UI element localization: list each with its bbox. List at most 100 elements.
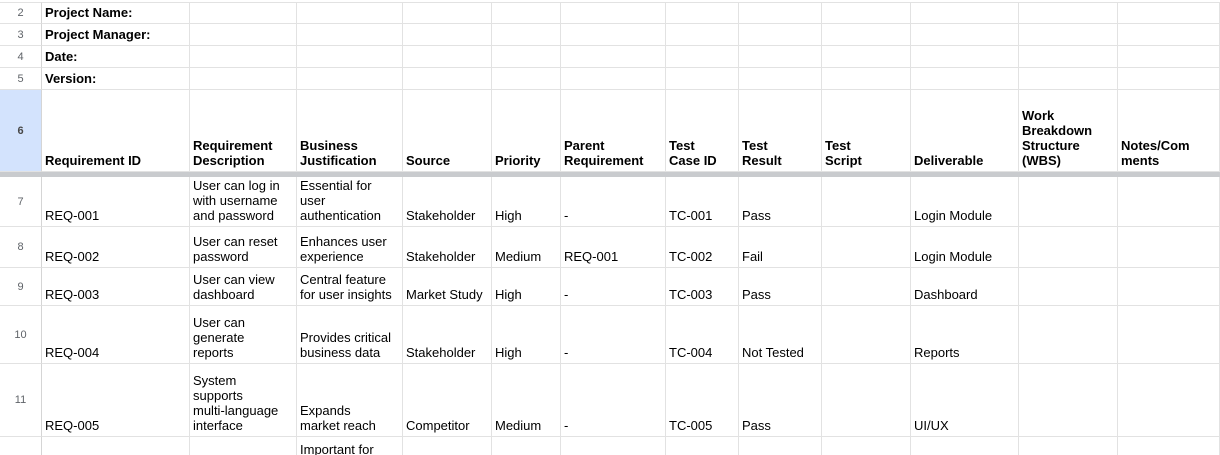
cell-r3-c1[interactable] bbox=[190, 24, 297, 46]
cell-r9-c7[interactable]: Pass bbox=[739, 268, 822, 306]
cell-r5-c1[interactable] bbox=[190, 68, 297, 90]
cell-r6-c8[interactable]: Test Script bbox=[822, 90, 911, 172]
cell-r9-c0[interactable]: REQ-003 bbox=[42, 268, 190, 306]
cell-r5-c7[interactable] bbox=[739, 68, 822, 90]
cell-r2-c1[interactable] bbox=[190, 2, 297, 24]
cell-r2-c7[interactable] bbox=[739, 2, 822, 24]
cell-r6-c3[interactable]: Source bbox=[403, 90, 492, 172]
cell-r3-c8[interactable] bbox=[822, 24, 911, 46]
cell-r11-c6[interactable]: TC-005 bbox=[666, 364, 739, 437]
row-header-10[interactable]: 10 bbox=[0, 306, 42, 364]
cell-r12-c0[interactable] bbox=[42, 437, 190, 455]
cell-r9-c11[interactable] bbox=[1118, 268, 1220, 306]
cell-r2-c10[interactable] bbox=[1019, 2, 1118, 24]
cell-r10-c11[interactable] bbox=[1118, 306, 1220, 364]
cell-r3-c10[interactable] bbox=[1019, 24, 1118, 46]
cell-r9-c8[interactable] bbox=[822, 268, 911, 306]
row-header-9[interactable]: 9 bbox=[0, 268, 42, 306]
cell-r10-c3[interactable]: Stakeholder bbox=[403, 306, 492, 364]
cell-r8-c10[interactable] bbox=[1019, 227, 1118, 268]
cell-r3-c7[interactable] bbox=[739, 24, 822, 46]
cell-r2-c5[interactable] bbox=[561, 2, 666, 24]
cell-r12-c6[interactable] bbox=[666, 437, 739, 455]
cell-r4-c2[interactable] bbox=[297, 46, 403, 68]
cell-r4-c0[interactable]: Date: bbox=[42, 46, 190, 68]
cell-r6-c0[interactable]: Requirement ID bbox=[42, 90, 190, 172]
cell-r3-c5[interactable] bbox=[561, 24, 666, 46]
cell-r3-c0[interactable]: Project Manager: bbox=[42, 24, 190, 46]
cell-r6-c10[interactable]: Work Breakdown Structure (WBS) bbox=[1019, 90, 1118, 172]
row-header-2[interactable]: 2 bbox=[0, 2, 42, 24]
cell-r7-c0[interactable]: REQ-001 bbox=[42, 177, 190, 227]
cell-r10-c1[interactable]: User can generate reports bbox=[190, 306, 297, 364]
cell-r10-c6[interactable]: TC-004 bbox=[666, 306, 739, 364]
cell-r2-c9[interactable] bbox=[911, 2, 1019, 24]
cell-r3-c3[interactable] bbox=[403, 24, 492, 46]
cell-r6-c6[interactable]: Test Case ID bbox=[666, 90, 739, 172]
cell-r11-c4[interactable]: Medium bbox=[492, 364, 561, 437]
cell-r8-c2[interactable]: Enhances user experience bbox=[297, 227, 403, 268]
cell-r10-c7[interactable]: Not Tested bbox=[739, 306, 822, 364]
cell-r6-c9[interactable]: Deliverable bbox=[911, 90, 1019, 172]
cell-r4-c1[interactable] bbox=[190, 46, 297, 68]
cell-r6-c1[interactable]: Requirement Description bbox=[190, 90, 297, 172]
cell-r9-c10[interactable] bbox=[1019, 268, 1118, 306]
row-header-5[interactable]: 5 bbox=[0, 68, 42, 90]
row-header-12[interactable] bbox=[0, 437, 42, 455]
cell-r10-c0[interactable]: REQ-004 bbox=[42, 306, 190, 364]
cell-r10-c9[interactable]: Reports bbox=[911, 306, 1019, 364]
cell-r2-c0[interactable]: Project Name: bbox=[42, 2, 190, 24]
cell-r8-c6[interactable]: TC-002 bbox=[666, 227, 739, 268]
row-header-3[interactable]: 3 bbox=[0, 24, 42, 46]
cell-r2-c11[interactable] bbox=[1118, 2, 1220, 24]
cell-r9-c2[interactable]: Central feature for user insights bbox=[297, 268, 403, 306]
cell-r10-c8[interactable] bbox=[822, 306, 911, 364]
cell-r3-c11[interactable] bbox=[1118, 24, 1220, 46]
cell-r2-c2[interactable] bbox=[297, 2, 403, 24]
cell-r4-c3[interactable] bbox=[403, 46, 492, 68]
cell-r7-c8[interactable] bbox=[822, 177, 911, 227]
cell-r12-c1[interactable] bbox=[190, 437, 297, 455]
cell-r11-c5[interactable]: - bbox=[561, 364, 666, 437]
cell-r11-c9[interactable]: UI/UX bbox=[911, 364, 1019, 437]
cell-r11-c1[interactable]: System supports multi-language interface bbox=[190, 364, 297, 437]
cell-r4-c11[interactable] bbox=[1118, 46, 1220, 68]
cell-r5-c6[interactable] bbox=[666, 68, 739, 90]
cell-r3-c2[interactable] bbox=[297, 24, 403, 46]
cell-r11-c11[interactable] bbox=[1118, 364, 1220, 437]
cell-r9-c4[interactable]: High bbox=[492, 268, 561, 306]
cell-r10-c4[interactable]: High bbox=[492, 306, 561, 364]
cell-r11-c7[interactable]: Pass bbox=[739, 364, 822, 437]
cell-r12-c11[interactable] bbox=[1118, 437, 1220, 455]
cell-r2-c3[interactable] bbox=[403, 2, 492, 24]
cell-r8-c1[interactable]: User can reset password bbox=[190, 227, 297, 268]
cell-r8-c7[interactable]: Fail bbox=[739, 227, 822, 268]
cell-r8-c8[interactable] bbox=[822, 227, 911, 268]
cell-r11-c10[interactable] bbox=[1019, 364, 1118, 437]
cell-r7-c5[interactable]: - bbox=[561, 177, 666, 227]
cell-r12-c5[interactable] bbox=[561, 437, 666, 455]
cell-r11-c8[interactable] bbox=[822, 364, 911, 437]
cell-r4-c10[interactable] bbox=[1019, 46, 1118, 68]
cell-r4-c4[interactable] bbox=[492, 46, 561, 68]
cell-r7-c6[interactable]: TC-001 bbox=[666, 177, 739, 227]
cell-r12-c7[interactable] bbox=[739, 437, 822, 455]
cell-r9-c6[interactable]: TC-003 bbox=[666, 268, 739, 306]
cell-r7-c1[interactable]: User can log in with username and passwo… bbox=[190, 177, 297, 227]
cell-r8-c3[interactable]: Stakeholder bbox=[403, 227, 492, 268]
cell-r7-c9[interactable]: Login Module bbox=[911, 177, 1019, 227]
cell-r12-c3[interactable] bbox=[403, 437, 492, 455]
cell-r8-c0[interactable]: REQ-002 bbox=[42, 227, 190, 268]
cell-r7-c7[interactable]: Pass bbox=[739, 177, 822, 227]
cell-r10-c5[interactable]: - bbox=[561, 306, 666, 364]
cell-r6-c11[interactable]: Notes/Com ments bbox=[1118, 90, 1220, 172]
cell-r12-c8[interactable] bbox=[822, 437, 911, 455]
cell-r9-c5[interactable]: - bbox=[561, 268, 666, 306]
cell-r5-c9[interactable] bbox=[911, 68, 1019, 90]
cell-r4-c6[interactable] bbox=[666, 46, 739, 68]
cell-r2-c8[interactable] bbox=[822, 2, 911, 24]
cell-r11-c3[interactable]: Competitor bbox=[403, 364, 492, 437]
cell-r2-c4[interactable] bbox=[492, 2, 561, 24]
cell-r7-c2[interactable]: Essential for user authentication bbox=[297, 177, 403, 227]
cell-r6-c7[interactable]: Test Result bbox=[739, 90, 822, 172]
